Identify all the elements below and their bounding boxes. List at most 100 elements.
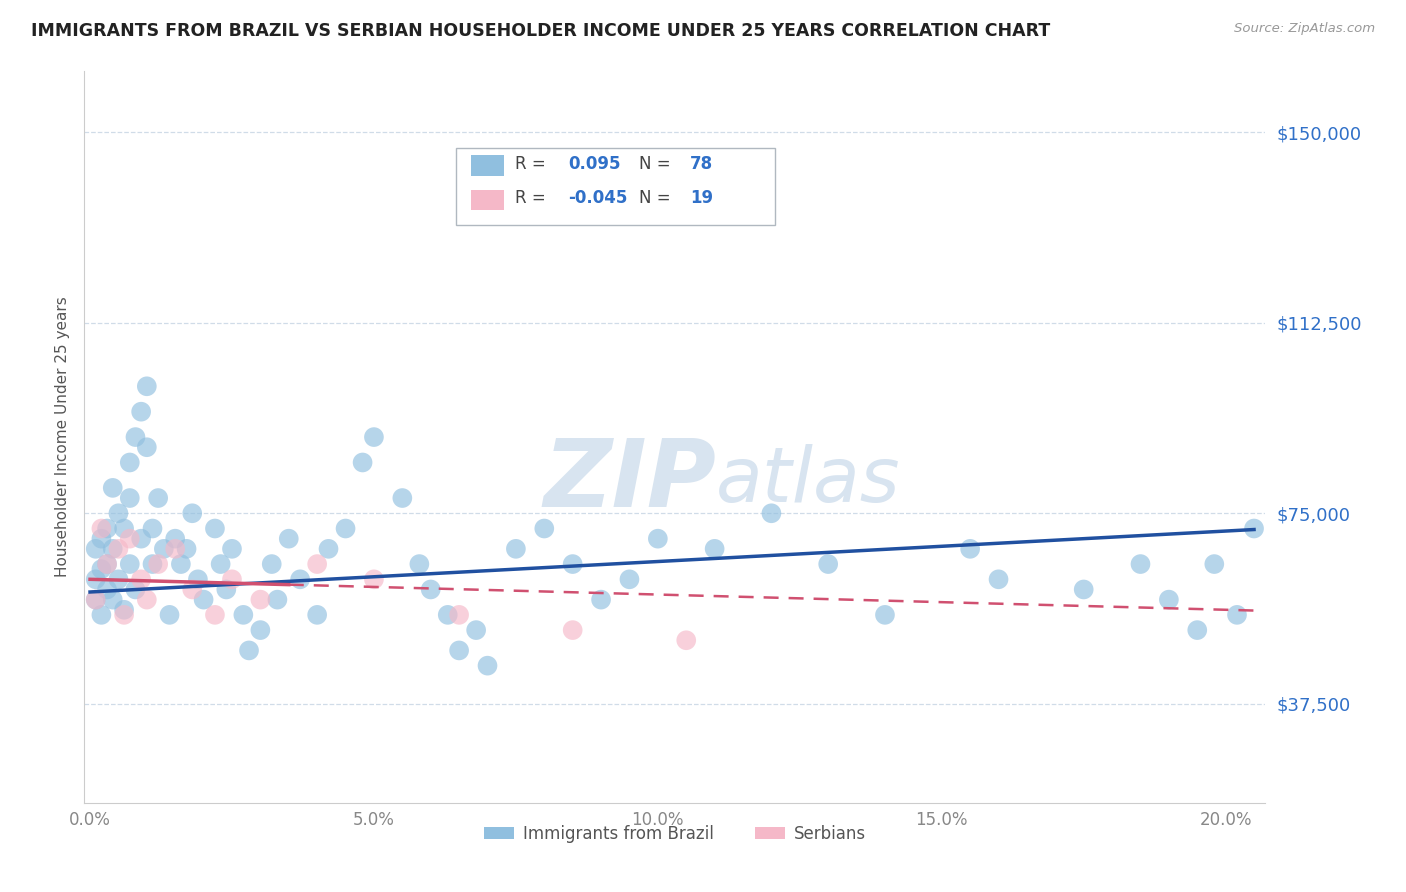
Point (307, 607, 329, 622)
Point (408, 557, 430, 571)
Text: 78: 78 (690, 155, 713, 173)
Point (1204, 557, 1226, 571)
Point (591, 592, 613, 607)
Point (249, 592, 271, 607)
Point (165, 541, 187, 556)
Point (1073, 582, 1095, 597)
Point (90, 532, 112, 546)
Point (533, 521, 555, 535)
Text: N =: N = (640, 155, 676, 173)
Point (129, 532, 152, 546)
Point (135, 379, 157, 393)
Point (181, 506, 204, 520)
Point (1129, 557, 1152, 571)
Text: ZIP: ZIP (543, 435, 716, 527)
Point (761, 506, 783, 520)
Point (165, 532, 187, 546)
Point (101, 541, 124, 556)
Point (449, 643, 471, 657)
Point (1243, 521, 1265, 535)
Point (129, 405, 152, 419)
Point (84, 592, 107, 607)
Text: IMMIGRANTS FROM BRAZIL VS SERBIAN HOUSEHOLDER INCOME UNDER 25 YEARS CORRELATION : IMMIGRANTS FROM BRAZIL VS SERBIAN HOUSEH… (31, 22, 1050, 40)
FancyBboxPatch shape (457, 148, 775, 225)
Point (505, 541, 527, 556)
Point (391, 491, 413, 505)
Point (153, 541, 176, 556)
Point (1226, 607, 1249, 622)
Point (187, 572, 209, 586)
Point (266, 592, 288, 607)
Point (101, 592, 124, 607)
Point (419, 582, 441, 597)
Point (209, 557, 232, 571)
Point (335, 521, 357, 535)
Point (193, 592, 215, 607)
Point (817, 557, 839, 571)
Point (176, 541, 198, 556)
Point (118, 455, 141, 469)
Point (135, 592, 157, 607)
Point (118, 532, 141, 546)
Point (124, 582, 146, 597)
Point (232, 607, 254, 622)
Point (96, 582, 118, 597)
Text: Source: ZipAtlas.com: Source: ZipAtlas.com (1234, 22, 1375, 36)
Point (96, 557, 118, 571)
Point (204, 521, 226, 535)
Point (101, 481, 124, 495)
Text: 19: 19 (690, 189, 713, 207)
Point (363, 572, 385, 586)
Point (148, 491, 170, 505)
Point (90, 562, 112, 576)
Point (1157, 592, 1180, 607)
Point (84, 592, 107, 607)
Point (135, 440, 157, 454)
Point (318, 541, 340, 556)
Point (112, 607, 135, 622)
Point (959, 541, 981, 556)
Text: -0.045: -0.045 (568, 189, 628, 207)
Point (112, 603, 135, 617)
Point (288, 572, 311, 586)
Point (129, 572, 152, 586)
Point (221, 541, 243, 556)
Point (141, 521, 163, 535)
Point (181, 582, 204, 597)
Point (221, 572, 243, 586)
Point (675, 633, 697, 648)
Text: N =: N = (640, 189, 676, 207)
Point (112, 521, 135, 535)
Point (90, 521, 112, 535)
Point (84, 572, 107, 586)
Point (118, 557, 141, 571)
Point (96, 521, 118, 535)
Text: atlas: atlas (716, 444, 901, 518)
Point (1187, 623, 1209, 637)
Point (148, 557, 170, 571)
Point (90, 607, 112, 622)
Point (436, 607, 458, 622)
Y-axis label: Householder Income Under 25 years: Householder Income Under 25 years (55, 297, 70, 577)
Point (204, 607, 226, 622)
Point (619, 572, 641, 586)
Text: 0.095: 0.095 (568, 155, 621, 173)
Point (703, 541, 725, 556)
Point (107, 506, 129, 520)
Point (561, 623, 583, 637)
Point (352, 455, 374, 469)
Point (363, 430, 385, 444)
Point (215, 582, 238, 597)
Text: R =: R = (516, 189, 551, 207)
Point (277, 532, 299, 546)
Text: R =: R = (516, 155, 551, 173)
Point (987, 572, 1010, 586)
Point (561, 557, 583, 571)
Point (647, 532, 669, 546)
Point (260, 557, 283, 571)
Point (107, 572, 129, 586)
Point (124, 430, 146, 444)
Point (118, 491, 141, 505)
Point (107, 541, 129, 556)
Point (170, 557, 193, 571)
